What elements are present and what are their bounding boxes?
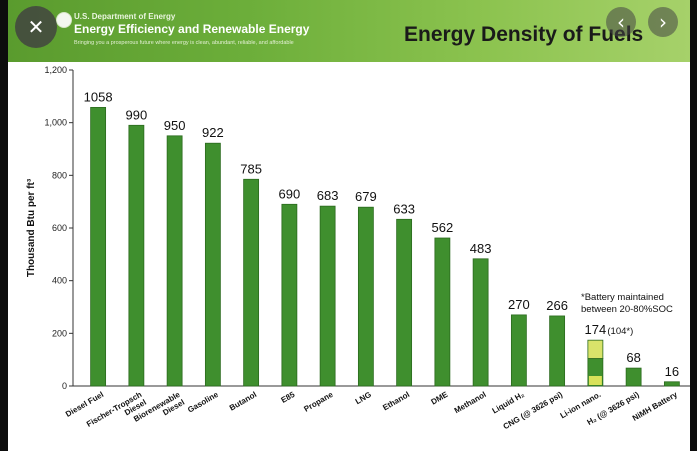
y-tick-label: 1,000 <box>44 118 67 128</box>
x-tick-label: DME <box>429 390 449 407</box>
bar <box>396 218 413 387</box>
y-tick-label: 0 <box>62 381 67 391</box>
data-label: 679 <box>355 189 377 204</box>
bar <box>434 237 451 387</box>
chart-bars <box>90 106 680 387</box>
data-label: 1058 <box>84 89 113 104</box>
bar-segment-upper <box>587 339 604 360</box>
data-label: 68 <box>626 350 640 365</box>
y-tick-label: 800 <box>52 170 67 180</box>
data-label: 270 <box>508 297 530 312</box>
banner-tagline: Bringing you a prosperous future where e… <box>74 40 294 46</box>
data-label: 990 <box>126 107 148 122</box>
bar <box>472 258 489 387</box>
y-tick-label: 400 <box>52 276 67 286</box>
banner-program: Energy Efficiency and Renewable Energy <box>74 22 310 36</box>
chevron-right-icon[interactable]: › <box>648 7 678 37</box>
bar <box>128 124 145 387</box>
data-label: 174 <box>585 322 607 337</box>
chevron-left-icon[interactable]: ‹ <box>606 7 636 37</box>
x-tick-label: Methanol <box>453 390 488 415</box>
chart-title: Energy Density of Fuels <box>404 23 644 46</box>
y-tick-label: 200 <box>52 328 67 338</box>
x-tick-label-line: Methanol <box>453 390 488 415</box>
y-axis-title: Thousand Btu per ft³ <box>26 178 37 277</box>
energy-density-chart: 0 200 400 600 800 1,000 1,200 Thousand Btu per … <box>26 65 690 431</box>
close-icon[interactable]: ✕ <box>15 6 57 48</box>
banner-org: U.S. Department of Energy <box>74 12 176 21</box>
x-tick-label: Gasoline <box>186 390 220 415</box>
data-label: 633 <box>393 201 415 216</box>
bar <box>357 206 374 387</box>
data-label: 950 <box>164 118 186 133</box>
x-tick-label-line: DME <box>429 390 449 407</box>
data-label: 785 <box>240 161 262 176</box>
x-tick-label: Propane <box>302 390 335 414</box>
x-tick-label-line: E85 <box>280 390 297 405</box>
data-label: 562 <box>432 220 454 235</box>
doe-seal-icon <box>56 12 72 28</box>
bar <box>510 314 527 387</box>
x-tick-label-line: Gasoline <box>186 390 220 415</box>
bar-segment-base <box>588 376 602 385</box>
bar <box>90 106 107 387</box>
bar <box>319 205 336 387</box>
y-tick-label: 600 <box>52 223 67 233</box>
data-label: 690 <box>279 186 301 201</box>
data-label: 683 <box>317 188 339 203</box>
x-tick-label-line: Butanol <box>228 390 258 413</box>
battery-footnote: *Battery maintained <box>581 292 664 303</box>
x-tick-label-line: LNG <box>354 390 373 406</box>
data-label: 266 <box>546 298 568 313</box>
bar <box>625 367 642 387</box>
x-tick-label: E85 <box>280 390 297 405</box>
x-tick-label-line: Ethanol <box>381 390 411 412</box>
bar <box>549 315 566 387</box>
x-tick-label: Butanol <box>228 390 258 413</box>
slide-frame: U.S. Department of Energy Energy Efficie… <box>8 0 690 451</box>
data-label-alt: (104*) <box>607 326 633 337</box>
bar <box>281 203 298 387</box>
bar <box>166 135 183 387</box>
bar <box>243 178 260 387</box>
data-label: 16 <box>665 364 679 379</box>
bar <box>204 142 221 387</box>
data-label: 483 <box>470 241 492 256</box>
x-tick-label: LNG <box>354 390 373 406</box>
y-tick-label: 1,200 <box>44 65 67 75</box>
bar <box>663 381 680 387</box>
x-tick-label: Ethanol <box>381 390 411 412</box>
data-label: 922 <box>202 125 224 140</box>
x-tick-label-line: Propane <box>302 390 335 414</box>
battery-footnote: between 20-80%SOC <box>581 304 673 315</box>
doe-eere-banner: U.S. Department of Energy Energy Efficie… <box>8 0 690 62</box>
